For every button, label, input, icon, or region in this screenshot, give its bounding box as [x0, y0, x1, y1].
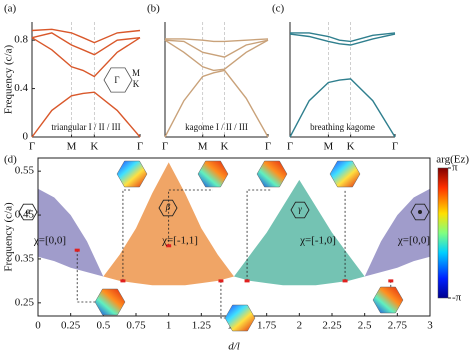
- x-tick-label: Γ: [29, 141, 35, 153]
- y-axis-label: Frequency (c/a): [3, 202, 15, 272]
- sample-point: [166, 244, 172, 248]
- x-tick-label: 2.5: [358, 320, 372, 332]
- y-tick-label: 0: [23, 131, 29, 143]
- x-tick-label: K: [347, 141, 355, 153]
- band-line: [31, 32, 141, 56]
- x-tick-label: 3: [427, 320, 433, 332]
- field-inset: [197, 160, 229, 188]
- band-line: [31, 91, 141, 138]
- x-axis-label: d/l: [228, 341, 240, 353]
- x-tick-label: Γ: [265, 141, 271, 153]
- x-tick-label: 0: [35, 320, 41, 332]
- band-line: [164, 39, 269, 72]
- x-tick-label: K: [90, 141, 98, 153]
- field-inset: [256, 160, 288, 188]
- y-tick-label: 0.4: [14, 82, 28, 94]
- unit-cell-label: γ: [298, 204, 302, 214]
- brillouin-zone: [103, 67, 133, 93]
- colorbar-tick-label: π: [452, 162, 458, 174]
- region-label: χ=[0,0]: [397, 235, 430, 247]
- band-gap-region: [364, 188, 430, 277]
- colorbar: [437, 167, 449, 299]
- unit-cell-label: β: [165, 202, 171, 212]
- x-tick-label: Γ: [287, 141, 293, 153]
- band-gap-region: [38, 188, 104, 277]
- unit-cell-icon: [18, 203, 38, 221]
- unit-cell-icon: [158, 199, 178, 217]
- x-tick-label: 0.5: [96, 320, 110, 332]
- dashed-arrow: [168, 189, 213, 246]
- band-line: [165, 38, 269, 43]
- panel-annotation: breathing kagome: [310, 122, 375, 132]
- inset-label: M: [132, 68, 140, 78]
- band-line: [31, 28, 141, 44]
- band-line: [164, 39, 269, 58]
- y-tick-label: 0.8: [14, 34, 28, 46]
- panel-annotation: kagome I / II / III: [185, 122, 248, 132]
- y-tick-label: 0.35: [15, 252, 35, 264]
- unit-cell-dot: [418, 210, 422, 214]
- colorbar-tick-label: -π: [452, 292, 462, 304]
- region-label: χ=[0,0]: [33, 235, 66, 247]
- x-tick-label: 0.25: [61, 320, 81, 332]
- region-label: χ=[-1,0]: [299, 235, 336, 247]
- x-tick-label: M: [67, 141, 77, 153]
- sample-point: [342, 279, 348, 283]
- band-line: [31, 37, 141, 78]
- band-line: [164, 69, 269, 138]
- field-inset: [116, 160, 148, 188]
- y-tick-label: 0.45: [15, 209, 35, 221]
- field-inset: [372, 286, 404, 314]
- field-inset: [94, 288, 126, 316]
- x-tick-label: 1.25: [192, 320, 212, 332]
- y-tick-label: 0.55: [15, 165, 35, 177]
- colorbar-label: arg(Ez): [436, 154, 469, 166]
- panel-annotation: triangular I / II / III: [51, 122, 120, 132]
- band-line: [289, 78, 396, 138]
- sample-point: [218, 279, 224, 283]
- sample-point: [74, 248, 80, 252]
- panel-label: (d): [4, 154, 17, 166]
- unit-cell-label: α: [26, 206, 31, 216]
- y-axis-label: Frequency (c/a): [3, 45, 15, 115]
- sample-point: [120, 279, 126, 283]
- x-tick-label: Γ: [392, 141, 398, 153]
- inset-label: K: [133, 79, 140, 89]
- y-tick-label: 0.25: [15, 296, 35, 308]
- sample-point: [388, 279, 394, 283]
- x-tick-label: K: [220, 141, 228, 153]
- x-tick-label: 0.75: [126, 320, 146, 332]
- x-tick-label: 2: [297, 320, 303, 332]
- x-tick-label: M: [324, 141, 334, 153]
- inset-label: Γ: [114, 75, 119, 85]
- region-label: χ=[-1,1]: [161, 235, 198, 247]
- band-gap-region: [234, 179, 365, 286]
- panel-label: (b): [147, 3, 160, 15]
- x-tick-label: 2.75: [388, 320, 408, 332]
- x-tick-label: Γ: [162, 141, 168, 153]
- panel-label: (a): [4, 3, 17, 15]
- band-line: [289, 33, 396, 46]
- unit-cell-icon: [410, 203, 430, 221]
- field-inset: [224, 304, 256, 332]
- x-tick-label: 1: [166, 320, 172, 332]
- x-tick-label: 2.25: [322, 320, 342, 332]
- dashed-arrow: [122, 189, 132, 281]
- plot-frame: [37, 157, 431, 317]
- x-tick-label: Γ: [137, 141, 143, 153]
- band-line: [290, 32, 396, 43]
- sample-point: [244, 279, 250, 283]
- field-inset: [329, 160, 361, 188]
- x-tick-label: 1.75: [257, 320, 277, 332]
- panel-label: (c): [272, 3, 285, 15]
- x-tick-label: M: [198, 141, 208, 153]
- unit-cell-icon: [290, 201, 310, 219]
